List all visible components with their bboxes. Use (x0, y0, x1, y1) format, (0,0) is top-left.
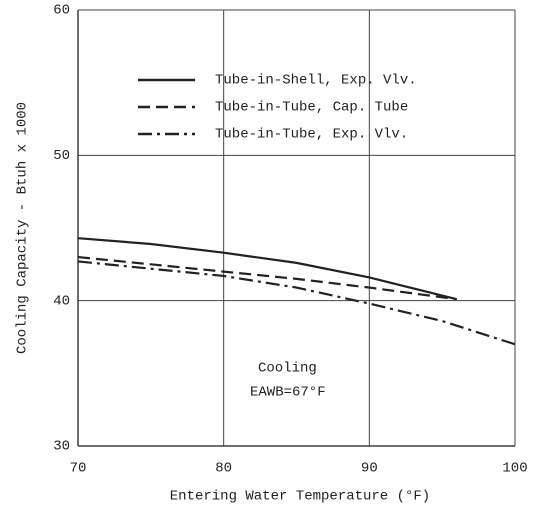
y-tick-label: 30 (53, 439, 70, 455)
x-tick-label: 80 (215, 461, 232, 477)
y-axis-label: Cooling Capacity - Btuh x 1000 (15, 102, 31, 354)
series-line (77, 255, 457, 301)
legend-label: Tube-in-Tube, Exp. Vlv. (215, 127, 408, 143)
annotation: EAWB=67°F (250, 385, 326, 401)
y-tick-label: 50 (53, 148, 70, 164)
legend-label: Tube-in-Shell, Exp. Vlv. (215, 73, 417, 89)
series-line (77, 260, 516, 346)
x-tick-label: 70 (70, 461, 87, 477)
y-tick-label: 60 (53, 3, 70, 19)
annotation: Cooling (258, 361, 317, 377)
legend-label: Tube-in-Tube, Cap. Tube (215, 100, 408, 116)
x-axis-label: Entering Water Temperature (°F) (170, 489, 430, 505)
x-tick-label: 90 (361, 461, 378, 477)
y-tick-label: 40 (53, 293, 70, 309)
x-tick-label: 100 (502, 461, 527, 477)
series-line (77, 237, 457, 301)
